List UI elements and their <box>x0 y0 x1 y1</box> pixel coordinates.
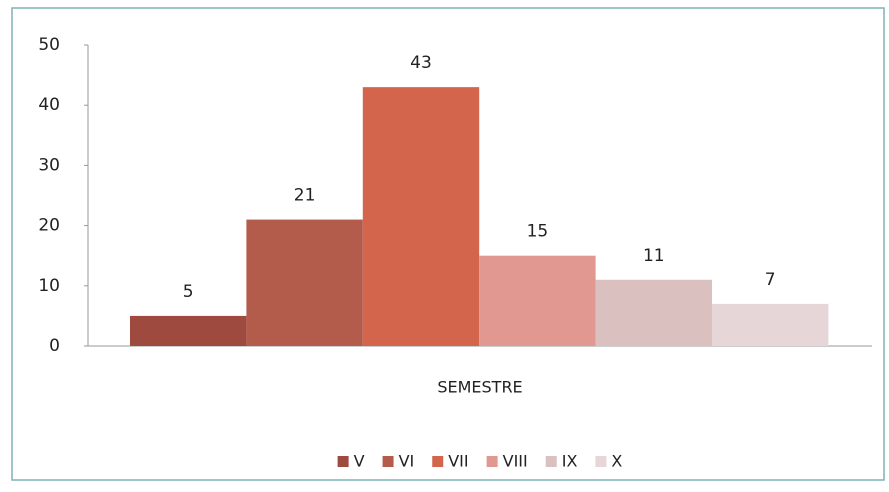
data-label: 7 <box>765 270 776 290</box>
bar <box>595 279 712 346</box>
y-tick-label: 40 <box>38 95 60 115</box>
bar <box>479 255 596 346</box>
legend-label: X <box>611 452 622 471</box>
legend-label: VIII <box>503 452 528 471</box>
legend-label: VI <box>399 452 415 471</box>
data-label: 5 <box>183 282 194 302</box>
legend-swatch <box>486 456 498 467</box>
y-tick-label: 0 <box>49 336 60 356</box>
x-axis-label: SEMESTRE <box>437 378 522 397</box>
y-tick-label: 50 <box>38 35 60 55</box>
legend-label: VII <box>448 452 468 471</box>
legend-swatch <box>337 456 349 467</box>
bar <box>712 303 829 346</box>
legend-swatch <box>382 456 394 467</box>
bar <box>130 315 247 346</box>
legend-swatch <box>595 456 607 467</box>
data-label: 15 <box>527 222 549 242</box>
legend-label: V <box>354 452 365 471</box>
data-label: 43 <box>410 53 432 73</box>
y-tick-label: 30 <box>38 155 60 175</box>
bar <box>246 219 363 346</box>
y-tick-label: 10 <box>38 276 60 296</box>
legend-swatch <box>545 456 557 467</box>
y-tick-label: 20 <box>38 216 60 236</box>
data-label: 21 <box>294 186 316 206</box>
legend-label: IX <box>562 452 578 471</box>
bar <box>362 87 480 346</box>
legend-swatch <box>432 456 444 467</box>
data-label: 11 <box>643 246 665 266</box>
